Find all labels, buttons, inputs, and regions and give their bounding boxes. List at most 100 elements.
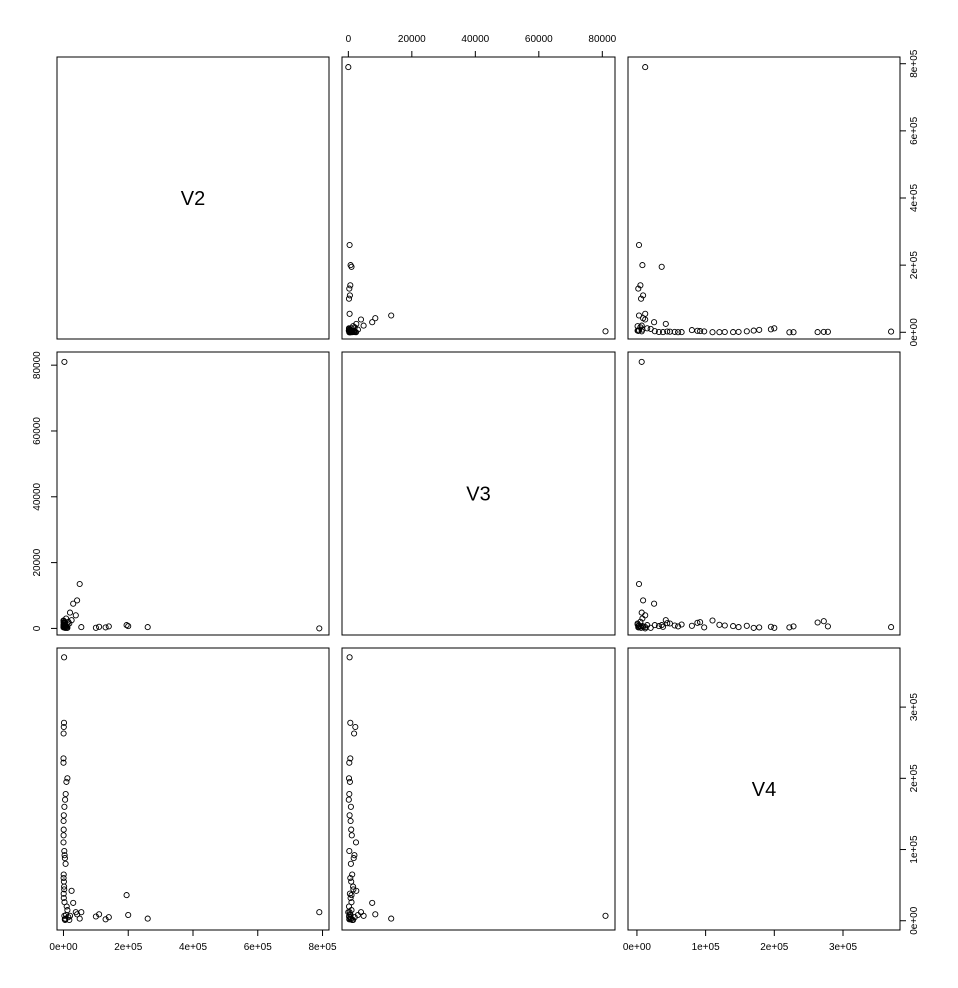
panel-frame (341, 56, 616, 340)
data-point (678, 329, 685, 336)
data-point (347, 817, 354, 825)
data-point (348, 832, 355, 839)
panel-V3-vs-V2 (56, 351, 330, 636)
tick-label: 8e+05 (909, 49, 920, 78)
data-point (635, 622, 642, 629)
tick-label: 80000 (588, 34, 616, 45)
data-point (675, 329, 682, 336)
data-point (638, 328, 645, 335)
tick-label: 20000 (32, 548, 43, 576)
data-point (353, 887, 360, 894)
data-point (697, 328, 704, 335)
data-point (345, 64, 352, 71)
data-point (347, 874, 354, 882)
tick-label: 80000 (32, 351, 43, 379)
data-point (92, 913, 99, 920)
tick-label: 0 (32, 625, 43, 631)
data-point (888, 328, 895, 335)
data-point (144, 624, 151, 631)
data-point (824, 328, 831, 335)
tick-label: 4e+05 (179, 942, 208, 953)
data-point (638, 322, 645, 329)
tick-label: 0 (346, 34, 352, 45)
data-point (659, 623, 667, 630)
data-point (369, 319, 376, 326)
panel-V2-vs-V4 (627, 56, 901, 340)
data-point (735, 328, 742, 335)
data-point (347, 282, 354, 289)
data-point (659, 329, 667, 336)
data-point (701, 328, 708, 335)
data-point (346, 812, 353, 819)
data-point (345, 775, 353, 782)
data-point (349, 871, 356, 878)
data-point (814, 619, 821, 626)
data-point (352, 723, 359, 731)
data-point (66, 916, 73, 924)
data-point (350, 855, 357, 862)
data-point (347, 755, 354, 762)
data-point (123, 622, 130, 629)
x-axis-bottom-V2: 0e+00 2e+05 4e+05 6e+05 8e+05 (49, 930, 337, 953)
tick-label: 6e+05 (909, 116, 920, 145)
data-point (105, 623, 112, 630)
data-point (61, 654, 68, 661)
panel-frame (627, 56, 901, 340)
data-point (602, 328, 609, 335)
data-point (63, 778, 70, 785)
data-point (357, 909, 365, 916)
panel-V4-vs-V4: V4 (627, 647, 901, 931)
data-point (60, 890, 67, 897)
data-point (60, 832, 67, 839)
data-point (756, 326, 763, 333)
panel-V2-vs-V3 (341, 56, 616, 340)
panel-V2-vs-V2: V2 (56, 56, 330, 340)
data-point (347, 719, 354, 726)
data-point (688, 327, 695, 334)
data-point (743, 328, 750, 335)
data-point (348, 899, 355, 906)
tick-label: 1e+05 (692, 942, 721, 953)
tick-label: 2e+05 (909, 764, 920, 793)
x-axis-top-V3: 0 20000 40000 60000 80000 (346, 34, 617, 57)
data-point (76, 580, 83, 588)
data-point (144, 915, 151, 922)
data-point (348, 263, 355, 270)
panel-frame (627, 647, 901, 931)
data-point (62, 796, 69, 803)
data-point (750, 624, 757, 631)
data-point (70, 899, 77, 906)
data-point (709, 329, 716, 336)
tick-label: 4e+05 (909, 184, 920, 213)
data-point (771, 325, 778, 332)
data-point (61, 883, 68, 890)
panel-V3-vs-V3: V3 (341, 351, 616, 636)
data-point (651, 600, 658, 607)
data-point (316, 625, 323, 632)
data-point (664, 328, 671, 335)
y-axis-right-V2: 0e+00 2e+05 4e+05 6e+05 8e+05 (900, 49, 920, 346)
data-point (74, 597, 81, 604)
data-point (635, 285, 642, 292)
data-point (658, 263, 665, 270)
data-point (360, 322, 367, 329)
data-point (639, 615, 646, 622)
data-point (60, 755, 67, 762)
data-point (62, 790, 69, 798)
variable-label: V4 (752, 779, 776, 801)
data-point (635, 241, 643, 249)
data-point (638, 295, 645, 302)
panel-frame (341, 647, 616, 931)
data-point (750, 327, 757, 334)
panel-frame (56, 351, 330, 636)
data-point (678, 621, 685, 628)
data-point (352, 839, 360, 846)
data-point (642, 612, 649, 619)
panel-V3-vs-V4 (627, 351, 901, 636)
panel-frame (56, 647, 330, 931)
data-point (709, 617, 716, 624)
data-point (60, 623, 67, 630)
data-point (346, 310, 353, 317)
data-point (730, 329, 737, 336)
